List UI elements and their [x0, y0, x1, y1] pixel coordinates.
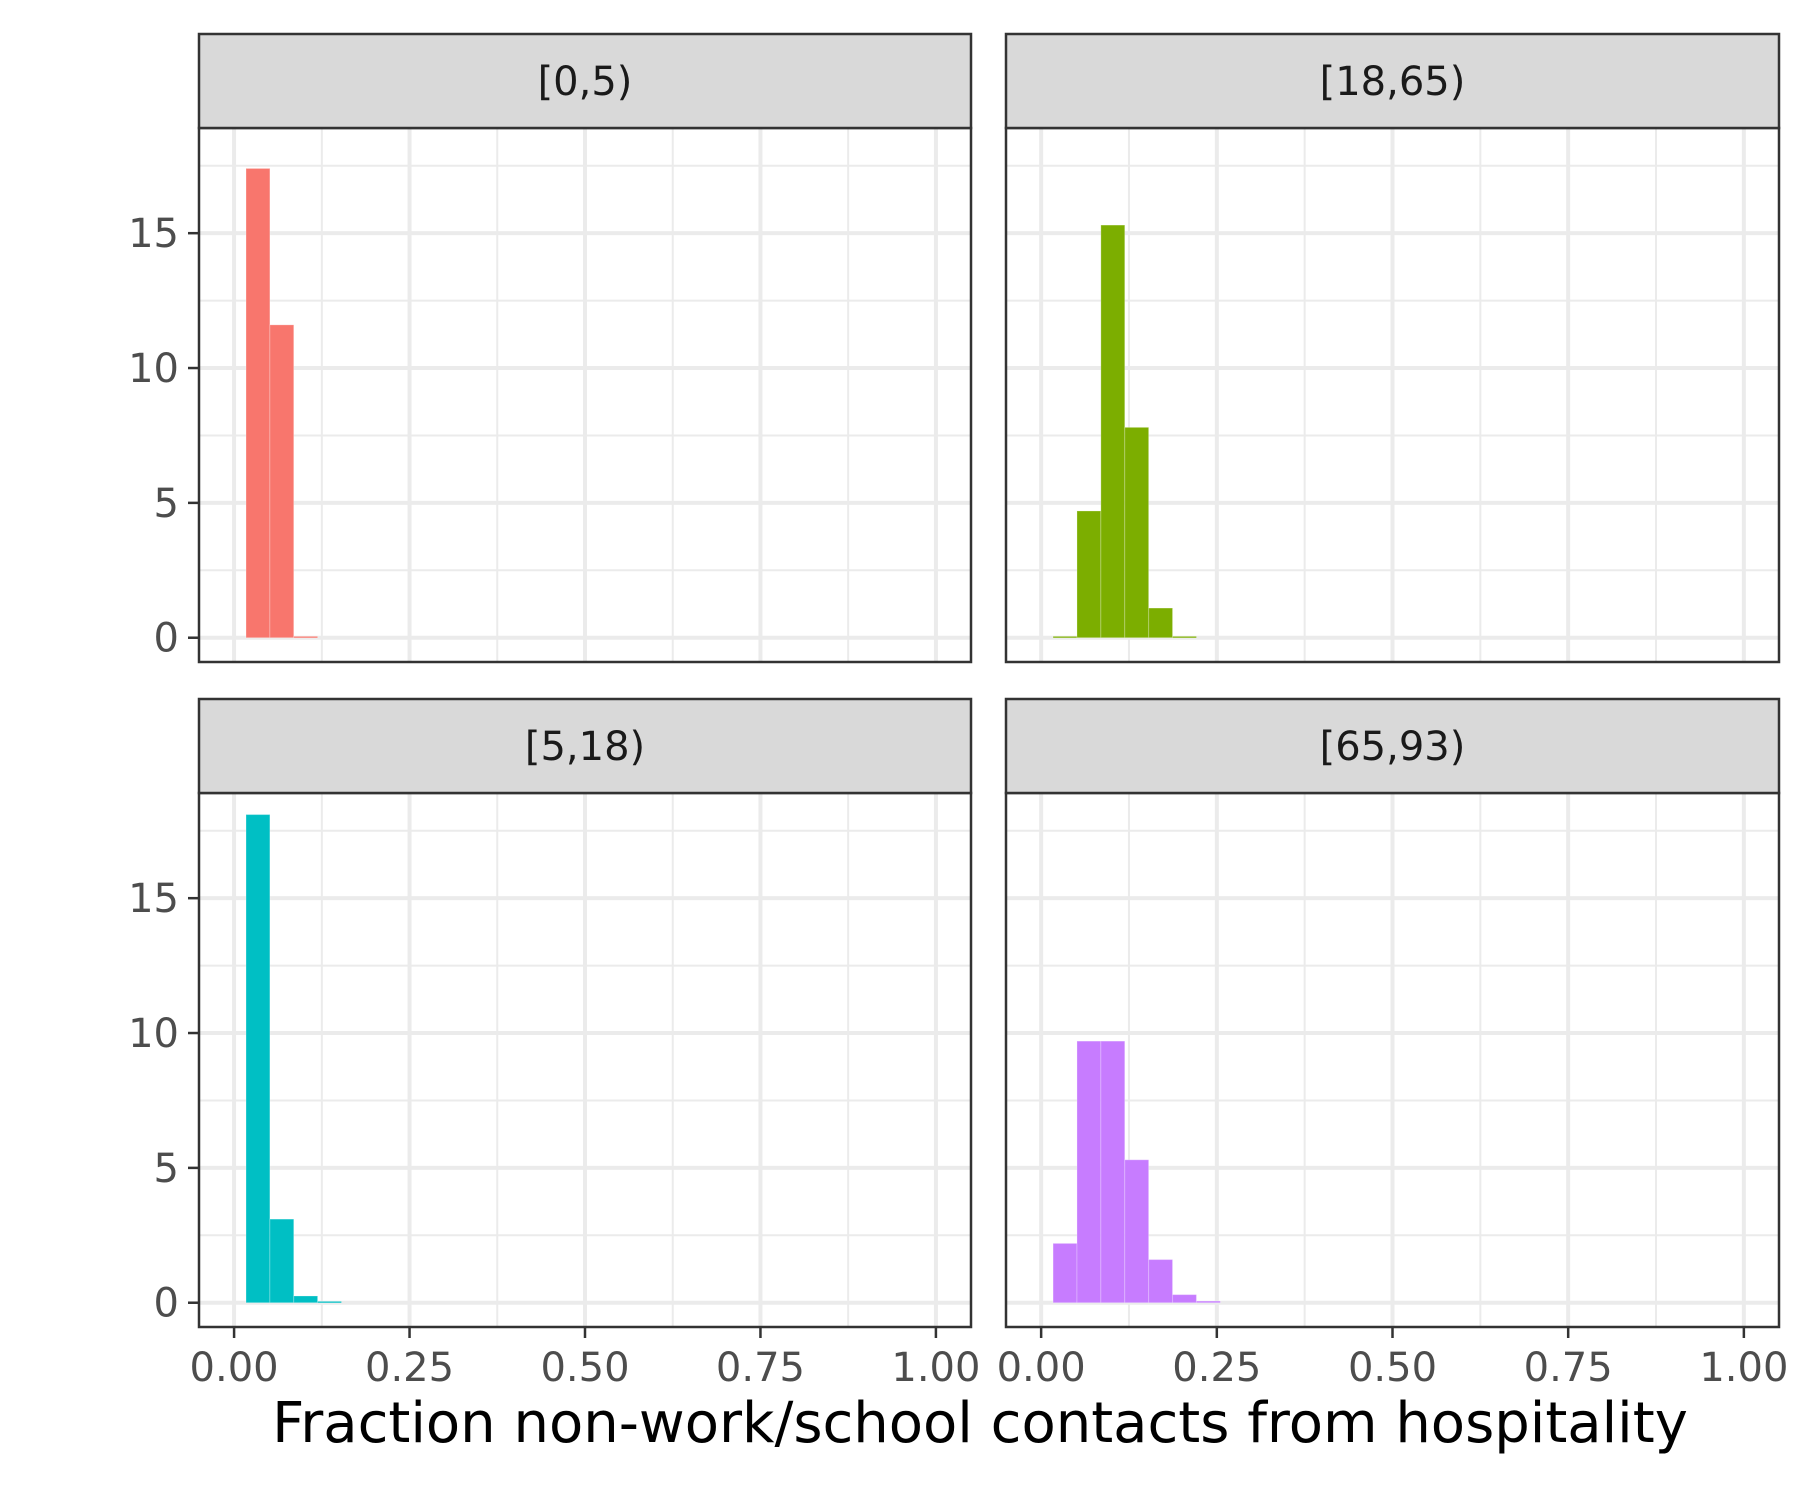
histogram-bar — [293, 635, 319, 639]
facet-panel-3: [5,18) 0 5 10 15 0.00 0.25 0.50 0.75 1.00 — [128, 697, 980, 1391]
facet-panel-1: [0,5) 0 5 10 15 — [128, 32, 973, 664]
x-tick-label: 0.50 — [1348, 1345, 1437, 1391]
facet-strip-label: [18,65) — [1320, 59, 1466, 105]
x-axis-title: Fraction non-work/school contacts from h… — [272, 1391, 1688, 1456]
facet-strip — [197, 697, 973, 795]
y-tick-label: 5 — [154, 1146, 179, 1192]
y-tick-label: 5 — [154, 481, 179, 527]
x-tick-label: 0.75 — [1524, 1345, 1613, 1391]
histogram-bar — [1195, 1300, 1221, 1304]
histogram-bar — [269, 324, 295, 639]
histogram-bar — [317, 1300, 342, 1304]
histogram-bar — [293, 1295, 319, 1304]
histogram-bar — [1076, 1040, 1102, 1304]
x-tick-label: 0.00 — [190, 1345, 279, 1391]
histogram-bar — [1124, 426, 1150, 639]
x-tick-label: 0.50 — [540, 1345, 629, 1391]
y-tick-label: 10 — [128, 1011, 179, 1057]
x-tick-label: 0.75 — [716, 1345, 805, 1391]
x-tick-label: 0.25 — [365, 1345, 454, 1391]
histogram-bar — [245, 814, 271, 1304]
facet-panel-2: [18,65) — [1004, 32, 1781, 664]
x-tick-label: 0.00 — [997, 1345, 1086, 1391]
facet-strip-label: [0,5) — [538, 59, 633, 105]
facet-strip — [1004, 32, 1781, 130]
histogram-bar — [1172, 1294, 1197, 1304]
facet-strip-label: [5,18) — [525, 724, 645, 770]
y-tick-label: 10 — [128, 346, 179, 392]
histogram-bar — [245, 167, 271, 639]
facet-strip — [197, 32, 973, 130]
histogram-bar — [1052, 1242, 1078, 1304]
histogram-bar — [1100, 1040, 1126, 1304]
histogram-bar — [1172, 635, 1197, 639]
facet-panel-4: [65,93) 0.00 0.25 0.50 0.75 1.00 — [997, 697, 1788, 1391]
y-tick-label: 15 — [128, 876, 179, 922]
histogram-bar — [1076, 510, 1102, 639]
y-tick-label: 15 — [128, 211, 179, 257]
y-tick-label: 0 — [154, 1281, 179, 1327]
histogram-bar — [1124, 1159, 1150, 1304]
x-tick-label: 1.00 — [891, 1345, 980, 1391]
facet-strip — [1004, 697, 1781, 795]
facet-strip-label: [65,93) — [1320, 724, 1466, 770]
histogram-bar — [1100, 224, 1126, 639]
histogram-bar — [269, 1218, 295, 1304]
x-tick-label: 0.25 — [1172, 1345, 1261, 1391]
x-tick-label: 1.00 — [1699, 1345, 1788, 1391]
histogram-bar — [1052, 635, 1078, 639]
histogram-bar — [1148, 607, 1174, 639]
histogram-bar — [1148, 1259, 1174, 1304]
y-tick-label: 0 — [154, 616, 179, 662]
